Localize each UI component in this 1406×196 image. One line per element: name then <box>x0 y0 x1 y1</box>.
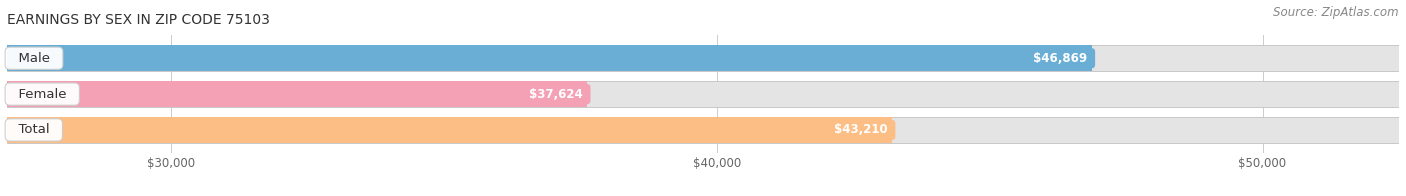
Bar <box>7 117 1399 143</box>
Bar <box>7 45 1399 71</box>
Text: Male: Male <box>10 52 58 65</box>
Text: EARNINGS BY SEX IN ZIP CODE 75103: EARNINGS BY SEX IN ZIP CODE 75103 <box>7 13 270 27</box>
Bar <box>7 81 586 107</box>
Text: Total: Total <box>10 123 58 136</box>
Text: $46,869: $46,869 <box>1029 52 1091 65</box>
Bar <box>7 81 1399 107</box>
Text: $43,210: $43,210 <box>830 123 891 136</box>
Text: Source: ZipAtlas.com: Source: ZipAtlas.com <box>1274 6 1399 19</box>
Text: Female: Female <box>10 88 75 101</box>
Text: $37,624: $37,624 <box>524 88 586 101</box>
Bar <box>7 117 891 143</box>
Bar <box>7 45 1091 71</box>
